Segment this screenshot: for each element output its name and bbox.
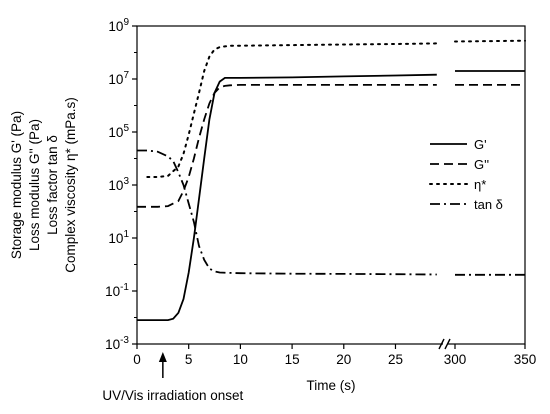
series-line-g2 (137, 84, 525, 208)
y-axis-title-storage-modulus: Storage modulus G' (Pa) (9, 111, 24, 259)
legend: G' G'' η* tan δ (429, 137, 503, 212)
y-axis-ticks: 10-3 10-1 101 103 105 107 109 (105, 17, 137, 352)
x-tick-label: 0 (133, 352, 141, 367)
x-tick-label: 300 (444, 352, 467, 367)
legend-label: G'' (474, 157, 489, 172)
x-tick-label: 20 (336, 352, 351, 367)
y-tick-label: 10-3 (105, 335, 129, 352)
y-axis-title-loss-modulus: Loss modulus G'' (Pa) (27, 119, 42, 251)
x-axis-break (438, 338, 451, 350)
series-line-0 (146, 39, 526, 178)
legend-label: η* (474, 177, 486, 192)
x-tick-label: 15 (285, 352, 300, 367)
y-tick-label: 105 (108, 123, 129, 140)
y-axis-title-complex-viscosity: Complex viscosity η* (mPa.s) (63, 97, 78, 273)
annotation-irradiation-onset: UV/Vis irradiation onset (102, 352, 244, 403)
annotation-arrow-head (158, 352, 167, 362)
x-tick-label: 10 (233, 352, 248, 367)
y-tick-label: 101 (108, 229, 129, 246)
y-tick-label: 107 (108, 70, 129, 87)
legend-label: tan δ (474, 197, 503, 212)
axis-break-slash (438, 338, 445, 350)
x-axis-ticks: 0 5 10 15 20 25 300 350 (133, 344, 536, 367)
y-tick-label: 103 (108, 176, 129, 193)
y-tick-label: 10-1 (105, 282, 129, 299)
legend-label: G' (474, 137, 487, 152)
x-tick-label: 25 (388, 352, 403, 367)
axis-break-gap (443, 338, 447, 350)
x-tick-label: 5 (185, 352, 193, 367)
y-axis-titles: Storage modulus G' (Pa) Loss modulus G''… (9, 97, 78, 273)
y-tick-label: 109 (108, 17, 129, 34)
x-tick-label: 350 (514, 352, 537, 367)
series-line-tan0 (137, 149, 525, 276)
axis-break-slash (444, 338, 451, 350)
series-lines (137, 39, 526, 321)
annotation-text: UV/Vis irradiation onset (102, 388, 243, 403)
series-line-g1 (137, 70, 525, 321)
y-axis-title-loss-factor: Loss factor tan δ (45, 135, 60, 235)
x-axis-title: Time (s) (307, 378, 356, 393)
